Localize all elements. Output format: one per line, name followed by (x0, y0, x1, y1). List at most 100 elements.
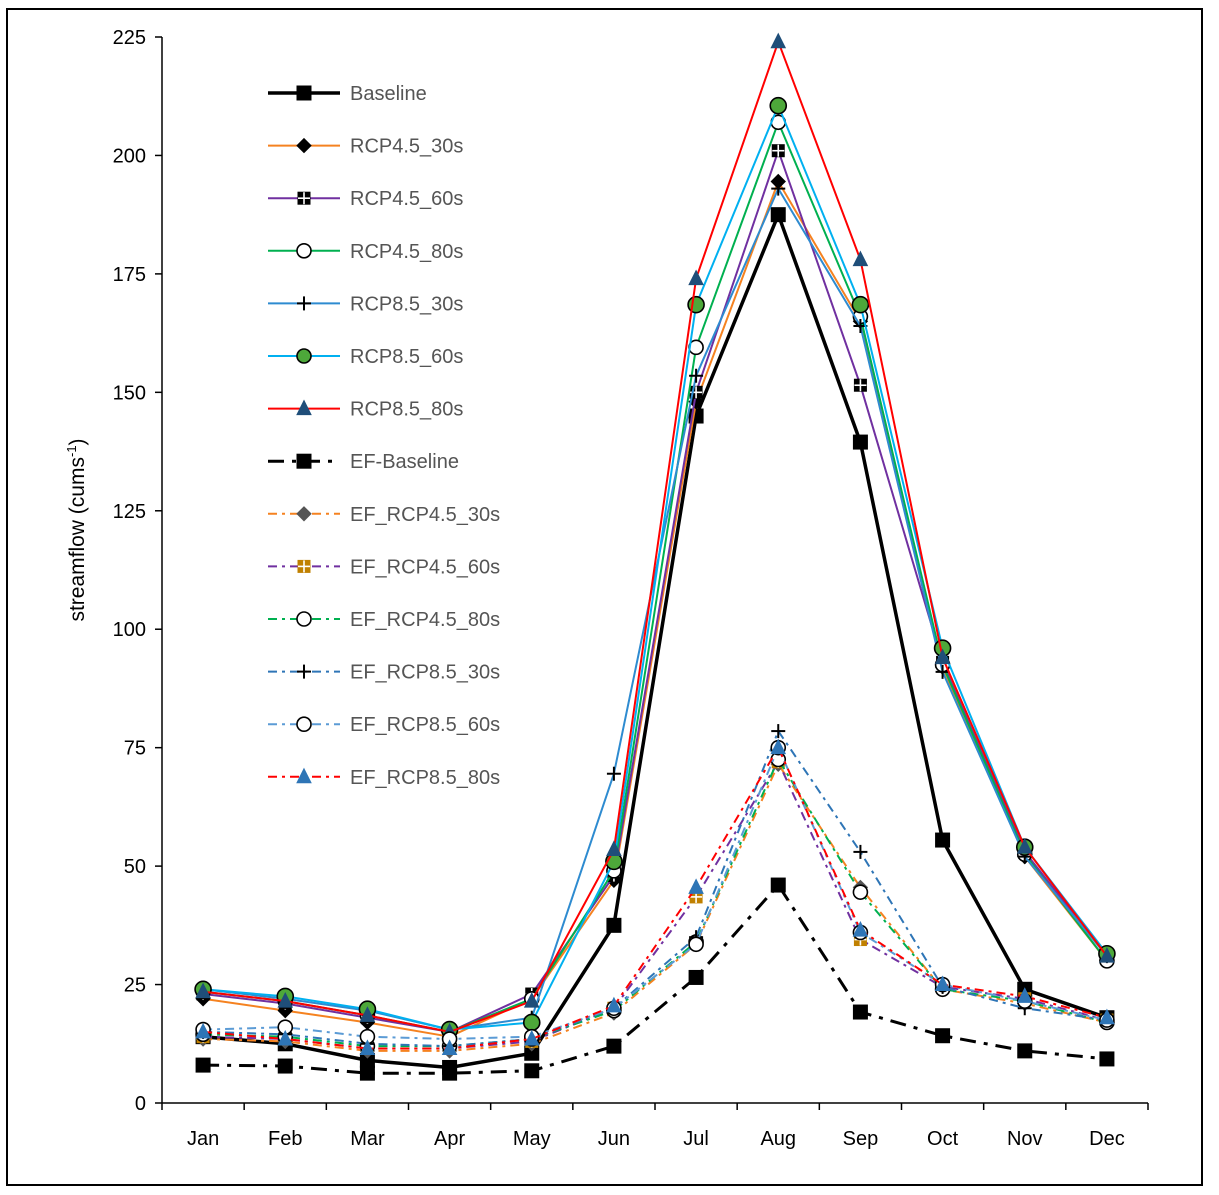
x-tick-label-jan: Jan (187, 1128, 219, 1150)
legend-label-rcp4-5-30s: RCP4.5_30s (350, 136, 463, 158)
x-tick-label-oct: Oct (927, 1128, 959, 1150)
series-line-rcp4-5-60s (202, 149, 1108, 1033)
series-line-ef-rcp8-5-60s (203, 746, 1108, 1040)
data-point-rcp8-5-60s-sep (851, 295, 870, 314)
data-point-rcp8-5-80s-jul (688, 269, 704, 286)
legend-item-ef-rcp8-5-60s: EF_RCP8.5_60s (268, 714, 500, 736)
series-line-ef-rcp8-5-30s (203, 730, 1108, 1048)
legend: Baseline RCP4.5_30s RCP4.5_60s RCP4.5_80s RC… (268, 83, 500, 789)
legend-item-rcp8-5-60s: RCP8.5_60s (268, 346, 463, 368)
legend-item-rcp4-5-30s: RCP4.5_30s (268, 136, 463, 158)
legend-label-ef-rcp8-5-80s: EF_RCP8.5_80s (350, 767, 500, 789)
y-tick-label: 75 (124, 738, 146, 760)
series-ef-rcp8-5-60s (195, 739, 1115, 1047)
data-point-rcp8-5-30s-oct (935, 664, 950, 679)
data-point-rcp8-5-30s-aug (771, 181, 786, 196)
data-point-ef-rcp8-5-80s-nov (1016, 987, 1033, 1003)
y-tick-label: 125 (113, 501, 146, 523)
data-point-ef-baseline-feb (277, 1058, 293, 1074)
series-line-ef-rcp8-5-80s (203, 746, 1108, 1050)
data-point-rcp8-5-80s-nov (1016, 838, 1033, 854)
y-axis-label-close: ) (66, 438, 89, 445)
legend-label-rcp4-5-80s: RCP4.5_80s (350, 241, 463, 263)
series-line-ef-rcp4-5-80s (203, 758, 1108, 1048)
legend-item-rcp8-5-80s: RCP8.5_80s (268, 399, 463, 421)
data-point-ef-rcp8-5-80s-oct (934, 975, 951, 992)
data-point-rcp8-5-80s-jun (606, 840, 622, 857)
legend-item-ef-rcp4-5-80s: EF_RCP4.5_80s (268, 609, 500, 631)
data-point-baseline-aug (770, 207, 786, 223)
legend-marker-ef-rcp4-5-30s (296, 506, 312, 522)
data-point-ef-baseline-nov (1017, 1043, 1033, 1059)
data-point-ef-rcp8-5-80s-mar (359, 1039, 376, 1056)
legend-marker-rcp4-5-30s (296, 137, 312, 154)
data-point-ef-baseline-jan (195, 1057, 211, 1073)
series-line-rcp8-5-60s (203, 104, 1108, 1031)
data-point-ef-rcp8-5-80s-apr (441, 1039, 458, 1056)
legend-marker-rcp8-5-80s (296, 399, 312, 416)
legend-item-rcp8-5-30s: RCP8.5_30s (268, 293, 463, 315)
y-tick-label: 25 (124, 975, 146, 997)
streamflow-chart: 0 25 50 75 100 125 150 175 200 225 Jan Feb Mar Apr May… (64, 27, 1149, 1150)
legend-marker-rcp8-5-60s (296, 348, 312, 364)
legend-label-rcp8-5-80s: RCP8.5_80s (350, 399, 463, 421)
data-point-ef-baseline-mar (359, 1065, 375, 1081)
data-point-ef-rcp8-5-80s-may (523, 1029, 540, 1046)
x-tick-label-mar: Mar (350, 1128, 385, 1150)
x-tick-label-may: May (513, 1128, 551, 1150)
data-point-rcp8-5-80s-aug (770, 32, 787, 49)
legend-item-rcp4-5-60s: RCP4.5_60s (268, 188, 463, 210)
legend-label-ef-rcp4-5-80s: EF_RCP4.5_80s (350, 609, 500, 631)
data-point-ef-rcp8-5-80s-aug (770, 738, 787, 755)
data-point-ef-rcp8-5-80s-jun (606, 996, 622, 1013)
data-point-rcp8-5-80s-sep (852, 250, 869, 267)
legend-label-ef-baseline: EF-Baseline (350, 451, 459, 473)
legend-marker-ef-rcp8-5-60s (296, 716, 312, 733)
data-point-rcp8-5-80s-dec (1099, 947, 1115, 963)
data-point-rcp8-5-80s-may (523, 992, 540, 1008)
data-point-rcp8-5-80s-oct (934, 648, 951, 665)
legend-marker-rcp4-5-80s (296, 243, 312, 259)
y-tick-label: 225 (113, 27, 146, 49)
series-line-rcp8-5-80s (202, 40, 1108, 1033)
legend-marker-ef-rcp4-5-80s (296, 611, 312, 627)
data-point-rcp4-5-60s-sep (853, 378, 867, 392)
legend-item-baseline: Baseline (268, 83, 427, 105)
data-point-ef-baseline-apr (442, 1065, 458, 1081)
series-rcp8-5-80s (195, 32, 1115, 1039)
legend-marker-ef-rcp4-5-60s (297, 559, 311, 573)
y-tick-label: 100 (113, 619, 146, 641)
data-point-baseline-sep (852, 434, 868, 450)
data-point-ef-rcp8-5-80s-sep (852, 920, 869, 937)
x-tick-label-feb: Feb (268, 1128, 302, 1150)
data-point-ef-rcp8-5-30s-sep (853, 844, 868, 859)
data-point-rcp8-5-80s-mar (359, 1006, 376, 1022)
data-point-ef-rcp8-5-60s-jul (688, 936, 704, 953)
legend-marker-ef-baseline (296, 453, 312, 469)
x-tick-label-jun: Jun (598, 1128, 630, 1150)
legend-item-ef-baseline: EF-Baseline (268, 451, 459, 473)
legend-marker-ef-rcp8-5-30s (297, 664, 311, 679)
legend-marker-rcp4-5-60s (297, 191, 311, 205)
y-axis-label-text: streamflow (cums (66, 457, 89, 622)
legend-label-ef-rcp8-5-60s: EF_RCP8.5_60s (350, 714, 500, 736)
x-tick-label-nov: Nov (1007, 1128, 1043, 1150)
data-point-rcp8-5-80s-jan (195, 982, 211, 999)
y-tick-label: 200 (113, 145, 146, 167)
legend-item-ef-rcp8-5-80s: EF_RCP8.5_80s (268, 767, 500, 789)
data-point-ef-baseline-sep (852, 1004, 868, 1020)
data-point-ef-baseline-jul (688, 969, 704, 985)
data-point-rcp8-5-30s-jun (606, 766, 621, 781)
data-point-rcp8-5-60s-aug (769, 96, 788, 115)
axes-layer: 0 25 50 75 100 125 150 175 200 225 Jan Feb Mar Apr May… (113, 27, 1149, 1150)
data-point-ef-rcp8-5-80s-jan (195, 1022, 211, 1039)
data-point-ef-baseline-dec (1099, 1051, 1115, 1067)
series-rcp4-5-60s (196, 144, 1114, 1039)
series-ef-rcp8-5-80s (195, 738, 1115, 1056)
y-axis-label: streamflow (cums-1) (64, 438, 89, 621)
x-tick-label-jul: Jul (683, 1128, 709, 1150)
legend-marker-baseline (296, 85, 312, 101)
data-point-rcp8-5-30s-jul (689, 368, 704, 383)
legend-label-baseline: Baseline (350, 83, 427, 105)
series-layer (194, 32, 1116, 1081)
